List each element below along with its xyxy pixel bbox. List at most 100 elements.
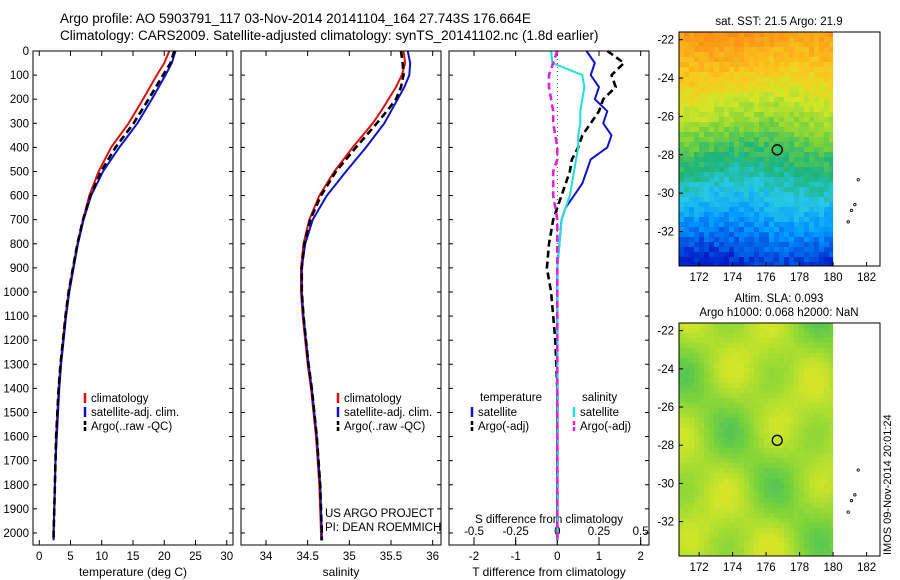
map-cell	[684, 408, 689, 413]
map-cell	[734, 57, 739, 62]
map-cell	[734, 37, 739, 42]
map-cell	[714, 333, 719, 338]
map-cell	[744, 122, 749, 127]
map-cell	[754, 338, 759, 343]
map-cell	[759, 87, 764, 92]
map-cell	[829, 77, 834, 82]
project-name: US ARGO PROJECT	[325, 508, 434, 520]
map-cell	[814, 82, 819, 87]
map-cell	[694, 518, 699, 523]
map-cell	[709, 197, 714, 202]
map-cell	[754, 87, 759, 92]
map-cell	[829, 147, 834, 152]
map-cell	[734, 418, 739, 423]
map-cell	[814, 77, 819, 82]
y-tick-label: -24	[657, 73, 674, 85]
map-cell	[779, 323, 784, 328]
map-cell	[754, 257, 759, 262]
map-cell	[704, 333, 709, 338]
map-cell	[759, 408, 764, 413]
map-cell	[774, 147, 779, 152]
map-cell	[699, 353, 704, 358]
map-cell	[779, 127, 784, 132]
map-cell	[799, 152, 804, 157]
map-cell	[779, 187, 784, 192]
map-cell	[814, 443, 819, 448]
map-cell	[794, 172, 799, 177]
map-cell	[774, 553, 779, 556]
map-cell	[709, 443, 714, 448]
map-cell	[699, 92, 704, 97]
map-cell	[739, 373, 744, 378]
map-cell	[754, 403, 759, 408]
map-cell	[714, 127, 719, 132]
map-cell	[754, 42, 759, 47]
map-cell	[779, 177, 784, 182]
map-cell	[809, 433, 814, 438]
map-cell	[684, 252, 689, 257]
map-cell	[789, 538, 794, 543]
map-cell	[739, 132, 744, 137]
map-cell	[749, 117, 754, 122]
map-cell	[749, 413, 754, 418]
x-tick-label: 0	[554, 551, 560, 563]
map-cell	[764, 363, 769, 368]
map-cell	[744, 97, 749, 102]
map-cell	[764, 373, 769, 378]
map-cell	[704, 488, 709, 493]
map-cell	[684, 533, 689, 538]
map-cell	[724, 358, 729, 363]
map-cell	[799, 353, 804, 358]
map-cell	[829, 202, 834, 207]
map-cell	[749, 333, 754, 338]
map-cell	[769, 97, 774, 102]
map-cell	[729, 57, 734, 62]
map-cell	[694, 423, 699, 428]
map-cell	[749, 152, 754, 157]
top-x-tick-label: 0.5	[633, 526, 649, 538]
map-cell	[819, 212, 824, 217]
map-cell	[804, 473, 809, 478]
map-cell	[714, 162, 719, 167]
map-cell	[719, 252, 724, 257]
map-cell	[769, 232, 774, 237]
map-cell	[719, 433, 724, 438]
map-cell	[714, 182, 719, 187]
map-cell	[689, 488, 694, 493]
map-cell	[699, 528, 704, 533]
map-cell	[809, 428, 814, 433]
x-tick-label: 5	[67, 551, 73, 563]
x-tick-label: 176	[757, 272, 776, 284]
map-cell	[679, 398, 684, 403]
map-cell	[794, 147, 799, 152]
map-cell	[704, 378, 709, 383]
map-cell	[719, 448, 724, 453]
map-cell	[824, 182, 829, 187]
map-cell	[799, 358, 804, 363]
map-cell	[784, 182, 789, 187]
map-cell	[699, 533, 704, 538]
map-cell	[779, 167, 784, 172]
map-cell	[779, 358, 784, 363]
map-cell	[779, 52, 784, 57]
map-cell	[819, 473, 824, 478]
map-cell	[689, 328, 694, 333]
map-cell	[774, 478, 779, 483]
map-cell	[809, 162, 814, 167]
map-cell	[769, 378, 774, 383]
map-cell	[729, 418, 734, 423]
map-cell	[829, 207, 834, 212]
map-cell	[824, 232, 829, 237]
map-cell	[699, 72, 704, 77]
map-cell	[754, 443, 759, 448]
map-cell	[719, 343, 724, 348]
map-cell	[699, 217, 704, 222]
map-cell	[789, 358, 794, 363]
map-cell	[689, 222, 694, 227]
map-cell	[729, 423, 734, 428]
map-cell	[814, 403, 819, 408]
map-cell	[684, 102, 689, 107]
map-cell	[769, 328, 774, 333]
map-cell	[789, 513, 794, 518]
map-cell	[749, 242, 754, 247]
